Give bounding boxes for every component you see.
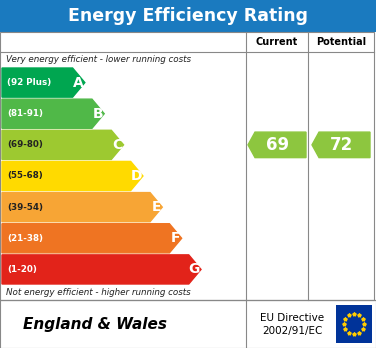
Text: EU Directive: EU Directive xyxy=(260,313,324,323)
Polygon shape xyxy=(2,68,85,97)
Text: (39-54): (39-54) xyxy=(7,203,43,212)
Bar xyxy=(0,300,376,348)
Text: Very energy efficient - lower running costs: Very energy efficient - lower running co… xyxy=(6,55,191,64)
Text: England & Wales: England & Wales xyxy=(23,316,167,332)
Polygon shape xyxy=(2,99,104,128)
Polygon shape xyxy=(248,132,306,158)
Text: Current: Current xyxy=(256,37,298,47)
Text: (55-68): (55-68) xyxy=(7,172,43,181)
Text: Potential: Potential xyxy=(316,37,366,47)
Text: 72: 72 xyxy=(330,136,353,154)
Text: 2002/91/EC: 2002/91/EC xyxy=(262,326,322,336)
Polygon shape xyxy=(2,255,201,284)
Polygon shape xyxy=(2,192,162,222)
Text: Energy Efficiency Rating: Energy Efficiency Rating xyxy=(68,7,308,25)
Polygon shape xyxy=(2,130,124,159)
Text: (69-80): (69-80) xyxy=(7,140,43,149)
Text: B: B xyxy=(92,107,103,121)
Bar xyxy=(0,0,376,32)
Polygon shape xyxy=(2,224,182,253)
Text: E: E xyxy=(152,200,161,214)
Text: C: C xyxy=(112,138,123,152)
Text: 69: 69 xyxy=(266,136,289,154)
Text: G: G xyxy=(189,262,200,276)
Polygon shape xyxy=(312,132,370,158)
Text: A: A xyxy=(73,76,84,89)
Bar xyxy=(336,305,372,343)
Text: Not energy efficient - higher running costs: Not energy efficient - higher running co… xyxy=(6,288,191,297)
Text: (1-20): (1-20) xyxy=(7,265,37,274)
Text: (92 Plus): (92 Plus) xyxy=(7,78,51,87)
Bar xyxy=(0,32,374,300)
Text: F: F xyxy=(171,231,180,245)
Polygon shape xyxy=(2,161,143,191)
Text: D: D xyxy=(130,169,142,183)
Text: (81-91): (81-91) xyxy=(7,109,43,118)
Text: (21-38): (21-38) xyxy=(7,234,43,243)
